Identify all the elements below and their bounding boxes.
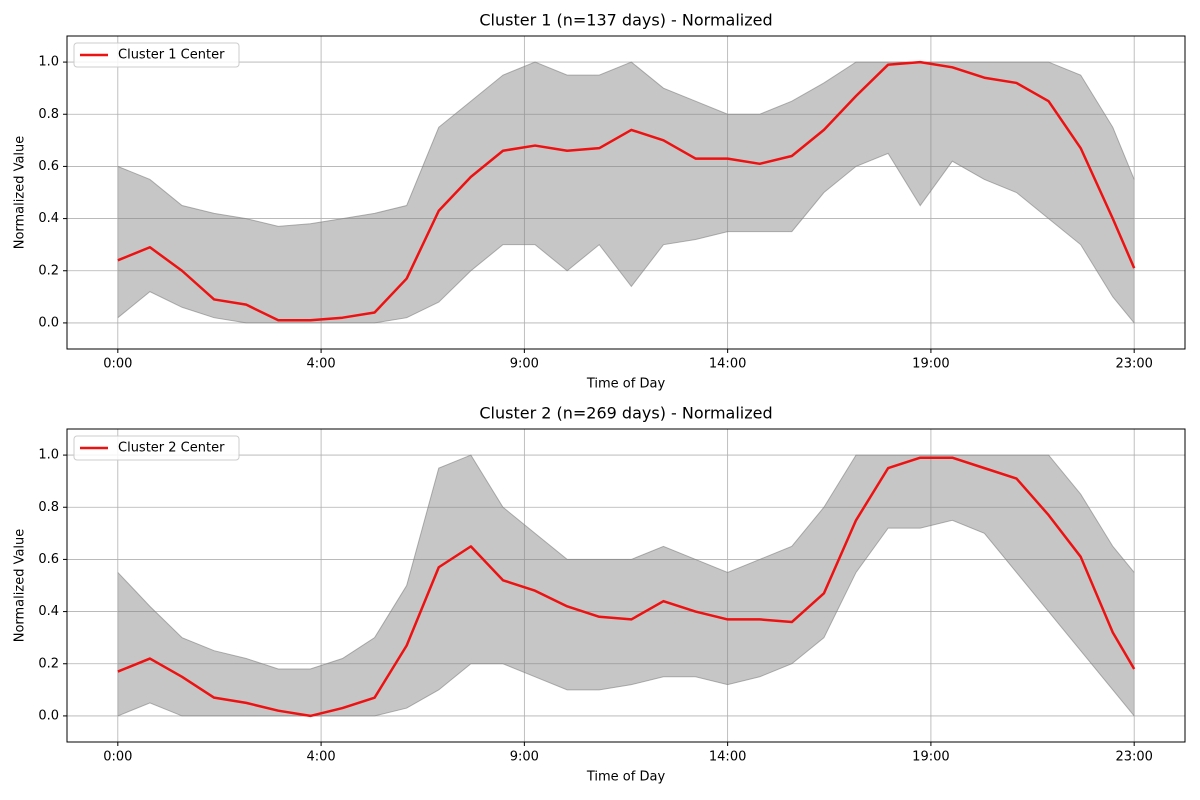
chart-title: Cluster 1 (n=137 days) - Normalized bbox=[479, 11, 772, 30]
y-tick-label: 0.6 bbox=[38, 552, 59, 567]
x-tick-label: 9:00 bbox=[510, 357, 539, 372]
day-range-band bbox=[117, 455, 1135, 716]
x-tick-label: 23:00 bbox=[1115, 750, 1152, 765]
legend-box bbox=[73, 435, 240, 461]
y-tick-label: 0.8 bbox=[38, 500, 59, 515]
x-tick-label: 14:00 bbox=[709, 357, 746, 372]
legend-box bbox=[73, 42, 240, 68]
x-tick-label: 19:00 bbox=[912, 357, 949, 372]
axes-frame bbox=[66, 428, 1186, 743]
y-tick-label: 0.6 bbox=[38, 159, 59, 174]
chart-title: Cluster 2 (n=269 days) - Normalized bbox=[479, 404, 772, 423]
band-upper bbox=[117, 454, 1135, 670]
y-tick-label: 1.0 bbox=[38, 448, 59, 463]
y-tick-label: 0.4 bbox=[38, 211, 59, 226]
x-tick-label: 0:00 bbox=[103, 357, 132, 372]
band-lower bbox=[117, 152, 1135, 324]
y-tick-label: 1.0 bbox=[38, 55, 59, 70]
center-line bbox=[117, 456, 1136, 718]
y-tick-label: 0.2 bbox=[38, 656, 59, 671]
x-axis-label: Time of Day bbox=[586, 377, 666, 392]
x-tick-label: 4:00 bbox=[306, 750, 335, 765]
center-line bbox=[117, 60, 1136, 322]
x-tick-label: 0:00 bbox=[103, 750, 132, 765]
y-axis-label: Normalized Value bbox=[13, 529, 28, 643]
band-upper bbox=[117, 61, 1135, 227]
x-tick-label: 9:00 bbox=[510, 750, 539, 765]
y-tick-label: 0.8 bbox=[38, 107, 59, 122]
y-tick-label: 0.0 bbox=[38, 708, 59, 723]
legend-label: Cluster 1 Center bbox=[118, 48, 225, 63]
axes-frame bbox=[66, 35, 1186, 350]
x-tick-label: 4:00 bbox=[306, 357, 335, 372]
x-tick-label: 14:00 bbox=[709, 750, 746, 765]
x-axis-label: Time of Day bbox=[586, 770, 666, 785]
x-tick-label: 19:00 bbox=[912, 750, 949, 765]
day-range-band bbox=[117, 62, 1135, 323]
x-tick-label: 23:00 bbox=[1115, 357, 1152, 372]
legend-label: Cluster 2 Center bbox=[118, 441, 225, 456]
y-tick-label: 0.0 bbox=[38, 315, 59, 330]
y-tick-label: 0.2 bbox=[38, 263, 59, 278]
y-tick-label: 0.4 bbox=[38, 604, 59, 619]
band-lower bbox=[117, 519, 1135, 717]
y-axis-label: Normalized Value bbox=[13, 136, 28, 250]
